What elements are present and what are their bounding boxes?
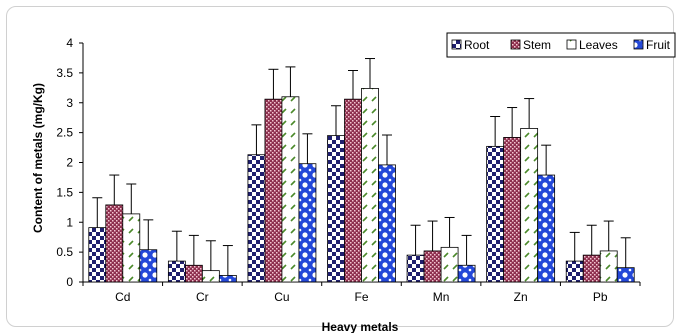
bar-leaves-mn — [440, 246, 459, 283]
bar-fruit-cd — [139, 249, 158, 283]
chart-frame — [6, 6, 674, 327]
y-tick-label: 1 — [66, 215, 73, 229]
bar-stem-cd — [105, 204, 124, 283]
bar-stem-cr — [184, 264, 203, 283]
bar-root-cr — [167, 260, 186, 283]
bar-root-mn — [406, 254, 425, 283]
bar-root-zn — [486, 145, 505, 283]
y-tick-label: 0.5 — [56, 245, 73, 259]
bar-stem-cu — [264, 98, 283, 283]
legend-swatch-stem — [510, 39, 521, 50]
legend-label-fruit: Fruit — [646, 38, 671, 52]
x-tick-label: Cr — [196, 290, 209, 304]
bar-root-pb — [565, 260, 584, 283]
y-tick-label: 2.5 — [56, 126, 73, 140]
legend: Root Stem Leaves Fruit — [446, 32, 676, 58]
y-tick-labels: 0 0.5 1 1.5 2 2.5 3 3.5 4 — [56, 36, 83, 289]
x-tick-label: Fe — [354, 290, 368, 304]
bar-leaves-cr — [201, 270, 220, 283]
bar-leaves-fe — [361, 88, 379, 283]
legend-swatch-fruit — [633, 39, 644, 50]
bar-root-fe — [327, 135, 345, 283]
bar-fruit-cu — [298, 163, 317, 283]
bar-fruit-fe — [378, 164, 396, 283]
legend-swatch-leaves — [566, 39, 577, 50]
bar-stem-zn — [503, 137, 522, 283]
y-axis-title: Content of metals (mg/Kg) — [31, 83, 45, 233]
legend-label-stem: Stem — [523, 38, 551, 52]
y-tick-label: 0 — [66, 275, 73, 289]
legend-label-leaves: Leaves — [579, 38, 618, 52]
bar-fruit-cr — [218, 275, 237, 283]
bar-leaves-zn — [520, 128, 539, 283]
y-tick-label: 2 — [66, 156, 73, 170]
x-tick-label: Cu — [274, 290, 289, 304]
x-axis-title: Heavy metals — [322, 320, 399, 333]
y-tick-label: 3 — [66, 96, 73, 110]
x-tick-labels: Cd Cr Cu Fe Mn Zn Pb — [82, 282, 641, 304]
bar-leaves-cd — [122, 213, 141, 283]
bar-stem-fe — [344, 98, 362, 283]
x-tick-label: Pb — [593, 290, 608, 304]
y-tick-label: 1.5 — [56, 185, 73, 199]
bar-fruit-zn — [537, 174, 556, 283]
bar-stem-mn — [423, 250, 442, 283]
bar-root-cd — [88, 227, 107, 283]
bar-fruit-mn — [457, 264, 476, 283]
x-tick-label: Zn — [514, 290, 528, 304]
bar-leaves-pb — [599, 250, 618, 283]
legend-label-root: Root — [464, 38, 490, 52]
bar-stem-pb — [582, 254, 601, 283]
bars-group — [88, 88, 635, 283]
bar-root-cu — [247, 154, 266, 283]
x-tick-label: Mn — [433, 290, 450, 304]
bar-fruit-pb — [616, 267, 635, 283]
legend-swatch-root — [451, 39, 462, 50]
x-tick-label: Cd — [115, 290, 130, 304]
y-tick-label: 3.5 — [56, 66, 73, 80]
error-bars-group — [92, 58, 631, 276]
y-tick-label: 4 — [66, 36, 73, 50]
bar-leaves-cu — [281, 96, 300, 283]
